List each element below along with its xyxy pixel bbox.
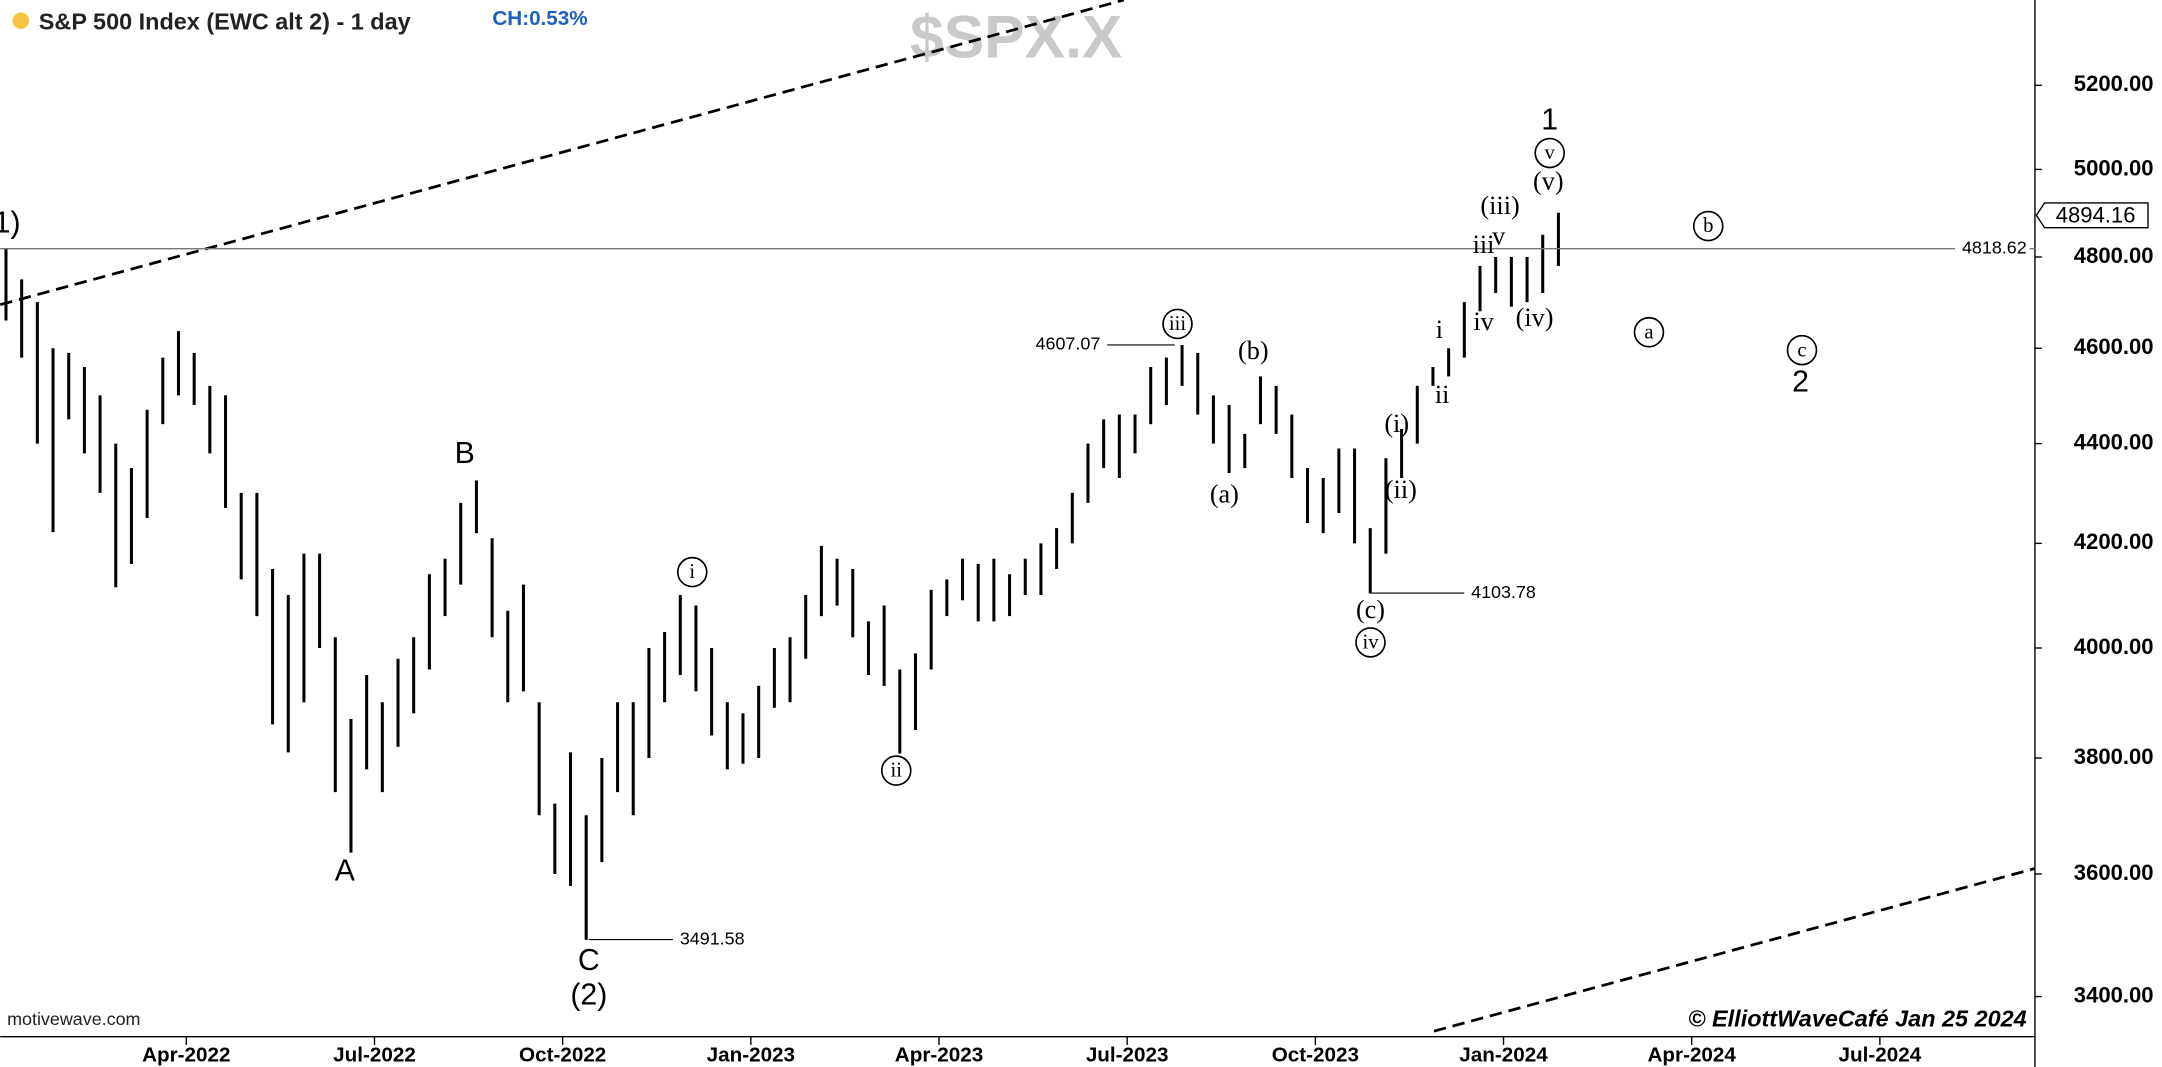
wave-circle: [676, 556, 708, 588]
wave-label: b: [1703, 215, 1713, 237]
y-tick-label: 4000.00: [2074, 634, 2154, 659]
wave-label: i: [1436, 315, 1443, 344]
chart-title: S&P 500 Index (EWC alt 2) - 1 day: [39, 9, 411, 35]
x-tick-label: Oct-2023: [1272, 1043, 1359, 1066]
last-price-label: 4894.16: [2056, 203, 2136, 228]
wave-label: iv: [1362, 632, 1379, 654]
wave-label: 1: [1541, 103, 1558, 136]
y-tick-label: 3800.00: [2074, 744, 2154, 769]
label-background: [1955, 237, 2030, 260]
reference-label: 4818.62: [1962, 237, 2027, 257]
credit: © ElliottWaveCafé Jan 25 2024: [1688, 1005, 2026, 1031]
x-tick-label: Apr-2024: [1647, 1043, 1736, 1066]
wave-label: iv: [1473, 307, 1494, 336]
wave-label: iii: [1169, 313, 1186, 335]
wave-circle: [1534, 137, 1566, 169]
wave-circle: [1692, 210, 1724, 242]
wave-label: (i): [1384, 409, 1409, 438]
price-label: 4103.78: [1471, 582, 1536, 602]
wave-label: (2): [570, 979, 607, 1012]
y-tick-label: 4600.00: [2074, 334, 2154, 359]
plot-area: [4, 212, 1560, 940]
wave-label: ii: [891, 760, 903, 782]
wave-label: (c): [1356, 595, 1385, 624]
x-tick-label: Apr-2022: [142, 1043, 230, 1066]
x-tick-label: Oct-2022: [519, 1043, 606, 1066]
status-dot: [12, 12, 30, 29]
y-tick-label: 4800.00: [2074, 243, 2154, 268]
wave-label: v: [1492, 222, 1506, 251]
wave-label: (iv): [1516, 303, 1554, 332]
last-price-box: [2035, 202, 2149, 229]
wave-label: 2: [1792, 365, 1809, 398]
x-tick-label: Jan-2024: [1459, 1043, 1548, 1066]
wave-label: iii: [1473, 230, 1495, 259]
x-tick-label: Jul-2022: [333, 1043, 416, 1066]
y-tick-label: 3600.00: [2074, 860, 2154, 885]
wave-label: a: [1644, 321, 1653, 343]
source: motivewave.com: [7, 1009, 140, 1029]
wave-label: v: [1545, 142, 1556, 164]
x-tick-label: Jul-2024: [1839, 1043, 1922, 1066]
wave-label: (iii): [1480, 191, 1519, 220]
y-tick-label: 4200.00: [2074, 529, 2154, 554]
wave-label: (b): [1238, 336, 1269, 365]
price-label: 3491.58: [680, 928, 745, 948]
wave-label: (a): [1210, 479, 1239, 508]
wave-label: C: [578, 944, 600, 977]
wave-circle: [880, 755, 912, 786]
wave-circle: [1633, 316, 1665, 348]
wave-label: 1): [0, 207, 21, 240]
y-tick-label: 3400.00: [2074, 982, 2154, 1007]
wave-circle: [1786, 334, 1818, 366]
wave-label: ii: [1435, 380, 1450, 409]
wave-label: A: [335, 855, 356, 888]
wave-circle: [1162, 308, 1193, 340]
wave-label: (v): [1533, 166, 1564, 195]
trend-line: [1433, 867, 2036, 1033]
x-tick-label: Jan-2023: [707, 1043, 795, 1066]
y-tick-label: 5200.00: [2074, 71, 2154, 96]
change-label: CH:0.53%: [492, 7, 587, 30]
wave-label: B: [455, 437, 475, 470]
wave-label: c: [1797, 339, 1806, 361]
trend-line: [0, 0, 1125, 306]
y-tick-label: 4400.00: [2074, 429, 2154, 454]
x-tick-label: Jul-2023: [1086, 1043, 1169, 1066]
wave-circle: [1355, 627, 1386, 658]
wave-label: (ii): [1385, 475, 1417, 504]
y-tick-label: 5000.00: [2074, 155, 2154, 180]
x-tick-label: Apr-2023: [895, 1043, 983, 1066]
price-label: 4607.07: [1036, 334, 1101, 354]
watermark: $SPX.X: [910, 2, 1122, 70]
wave-label: i: [689, 561, 695, 583]
